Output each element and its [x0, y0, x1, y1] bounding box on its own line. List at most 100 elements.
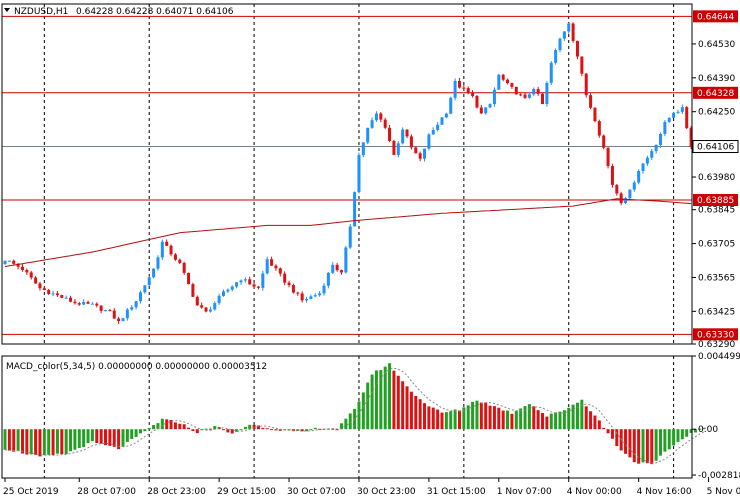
candle-body	[370, 120, 374, 128]
macd-bar	[457, 410, 461, 430]
macd-bar	[702, 427, 706, 430]
macd-bar	[252, 424, 256, 430]
price-axis-label: 0.63425	[698, 307, 735, 317]
candle-body	[396, 143, 400, 155]
macd-bar	[47, 429, 51, 455]
macd-bar	[339, 423, 343, 430]
candle-body	[584, 73, 588, 96]
candle-body	[663, 121, 667, 134]
candle-body	[567, 23, 571, 32]
macd-bar	[213, 426, 217, 430]
candle-body	[305, 299, 309, 301]
macd-bar	[173, 422, 177, 430]
price-level-tag: 0.64644	[697, 12, 734, 22]
macd-bar	[182, 424, 186, 430]
macd-bar	[593, 415, 597, 430]
macd-bar	[536, 410, 540, 430]
candle-body	[632, 182, 636, 190]
candle-body	[602, 135, 606, 148]
price-axis-label: 0.63980	[698, 173, 735, 183]
candle-body	[160, 241, 164, 258]
macd-bar	[423, 403, 427, 430]
candle-body	[187, 272, 191, 285]
macd-bar	[3, 429, 7, 450]
macd-bar	[650, 429, 654, 465]
macd-bar	[558, 411, 562, 430]
candle-body	[51, 293, 55, 295]
candle-body	[195, 296, 199, 306]
candle-body	[213, 303, 217, 310]
candle-body	[152, 268, 156, 278]
candle-body	[379, 113, 383, 120]
macd-bar	[117, 429, 121, 450]
macd-bar	[191, 429, 195, 432]
macd-bar	[637, 429, 641, 464]
macd-bar	[698, 428, 702, 430]
candle-body	[309, 296, 313, 300]
macd-bar	[589, 411, 593, 430]
macd-bar	[523, 406, 527, 430]
macd-bar	[222, 429, 225, 431]
macd-bar	[313, 427, 317, 430]
candle-body	[313, 295, 317, 297]
chevron-down-icon[interactable]	[4, 8, 10, 12]
candle-body	[222, 291, 225, 296]
price-level-tag-background	[693, 86, 738, 99]
macd-bar	[99, 429, 103, 444]
candle-body	[90, 303, 94, 305]
macd-bar	[331, 428, 335, 430]
macd-bar	[138, 429, 142, 434]
macd-bar	[580, 399, 584, 430]
candle-body	[344, 247, 348, 273]
macd-bar	[248, 424, 252, 430]
candle-body	[457, 80, 461, 88]
macd-bar	[506, 410, 510, 430]
macd-bar	[431, 407, 435, 430]
price-level-tag: 0.63330	[697, 330, 734, 340]
macd-bar	[471, 401, 475, 430]
candle-body	[462, 87, 466, 89]
candle-body	[283, 273, 287, 283]
macd-bar	[453, 409, 457, 430]
symbol-header: NZDUSD,H1 0.64228 0.64228 0.64071 0.6410…	[4, 7, 234, 17]
macd-bar	[488, 405, 492, 430]
macd-bar	[409, 391, 413, 430]
candle-body	[519, 94, 523, 96]
macd-bar	[55, 429, 59, 454]
candle-body	[117, 318, 121, 322]
candle-body	[300, 293, 304, 301]
macd-bar	[466, 405, 470, 430]
candle-body	[191, 284, 195, 297]
candle-body	[436, 124, 440, 131]
price-grid	[43, 4, 675, 344]
candle-body	[274, 265, 278, 269]
macd-bar	[143, 429, 147, 432]
macd-bar	[567, 407, 571, 430]
macd-bar	[95, 429, 99, 444]
macd-bar	[104, 429, 108, 446]
candle-body	[47, 290, 51, 295]
macd-bar	[348, 413, 352, 430]
candle-body	[488, 104, 492, 108]
candle-body	[169, 245, 173, 255]
macd-bar	[414, 395, 418, 430]
candle-body	[580, 56, 584, 74]
candle-body	[252, 284, 256, 287]
candle-body	[431, 130, 435, 135]
price-axis-label: 0.63845	[698, 206, 735, 216]
candle-body	[427, 134, 431, 149]
macd-bar	[256, 425, 260, 430]
time-axis-label: 29 Oct 15:00	[217, 487, 276, 497]
time-axis-label: 5 Nov 08:00	[707, 487, 740, 497]
macd-bar	[261, 427, 265, 430]
candle-body	[361, 142, 365, 156]
candle-body	[449, 97, 453, 114]
macd-bar	[554, 412, 558, 430]
macd-bar	[77, 429, 81, 448]
macd-bar	[597, 420, 601, 430]
current-price-tag-background	[692, 140, 739, 154]
candle-body	[606, 147, 610, 167]
macd-bar	[25, 429, 29, 455]
price-axis-label: 0.64530	[698, 40, 735, 50]
candle-body	[475, 96, 479, 108]
